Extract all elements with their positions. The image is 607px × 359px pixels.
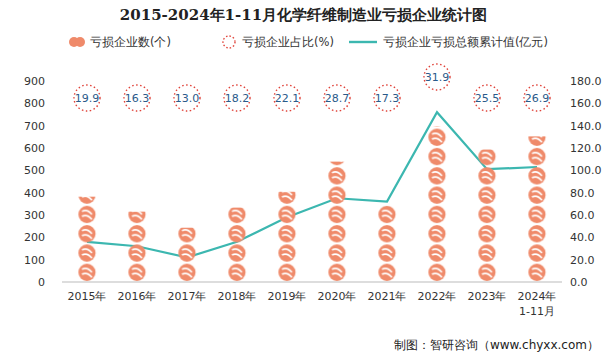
percent-label: 26.9	[525, 92, 550, 105]
percent-circle	[524, 85, 550, 111]
chart: 2015-2024年1-11月化学纤维制造业亏损企业统计图 0 100 200 300 4…	[0, 0, 607, 359]
percent-circle	[124, 85, 150, 111]
x-tick-label-line: 2018年	[218, 290, 257, 303]
x-tick-label: 2020年	[318, 290, 357, 303]
y2-tick-label: 0.0	[570, 276, 588, 289]
percent-label: 18.2	[225, 92, 250, 105]
y-tick-label: 0	[38, 276, 45, 289]
x-tick-label-line: 2024年	[518, 290, 557, 303]
x-tick-label: 2019年	[268, 290, 307, 303]
title: 2015-2024年1-11月化学纤维制造业亏损企业统计图	[120, 6, 487, 24]
percent-circle	[474, 85, 500, 111]
legend-swatch	[75, 37, 85, 47]
line	[87, 112, 537, 257]
x-tick-label-line: 2023年	[468, 290, 507, 303]
x-tick-label: 2018年	[218, 290, 257, 303]
legend-label: 亏损企业占比(%)	[242, 35, 334, 49]
bar	[427, 126, 447, 282]
x-tick-label-line: 2022年	[418, 290, 457, 303]
y2-tick-label: 180.0	[570, 75, 602, 88]
x-tick-label: 2016年	[118, 290, 157, 303]
y-tick-label: 400	[24, 187, 45, 200]
y-tick-label: 500	[24, 164, 45, 177]
bar	[127, 212, 147, 282]
x-tick-label-line: 1-11月	[519, 305, 555, 318]
percent-label: 19.9	[75, 92, 100, 105]
percent-label: 22.1	[275, 92, 300, 105]
legend-label: 亏损企业数(个)	[90, 35, 171, 49]
x-tick-label-line: 2017年	[168, 290, 207, 303]
percent-circle	[224, 85, 250, 111]
bar	[277, 192, 297, 282]
x-tick-label-line: 2015年	[68, 290, 107, 303]
x-tick-label-line: 2019年	[268, 290, 307, 303]
y2-tick-label: 40.0	[570, 231, 595, 244]
y-tick-label: 600	[24, 142, 45, 155]
y-tick-label: 700	[24, 120, 45, 133]
y2-tick-label: 100.0	[570, 164, 602, 177]
y2-tick-label: 160.0	[570, 97, 602, 110]
y-tick-label: 900	[24, 75, 45, 88]
x-tick-label: 2015年	[68, 290, 107, 303]
x-tick-label-line: 2021年	[368, 290, 407, 303]
percent-label: 16.3	[125, 92, 150, 105]
y-tick-label: 300	[24, 209, 45, 222]
percent-circle	[324, 85, 350, 111]
bar	[327, 162, 347, 282]
percent-label: 25.5	[475, 92, 500, 105]
source-note: 制图：智研咨询（www.chyxx.com）	[394, 338, 599, 352]
legend-swatch	[223, 36, 235, 48]
y2-tick-label: 120.0	[570, 142, 602, 155]
y2-tick-label: 80.0	[570, 187, 595, 200]
legend-label: 亏损企业亏损总额累计值(亿元)	[383, 35, 548, 49]
bar	[77, 197, 97, 282]
x-tick-label: 2021年	[368, 290, 407, 303]
bar	[177, 228, 197, 282]
y-tick-label: 800	[24, 97, 45, 110]
x-tick-label: 2022年	[418, 290, 457, 303]
x-tick-label-line: 2020年	[318, 290, 357, 303]
x-tick-label: 2024年 1-11月	[518, 290, 557, 318]
x-tick-label: 2023年	[468, 290, 507, 303]
percent-label: 17.3	[375, 92, 400, 105]
y2-tick-label: 140.0	[570, 120, 602, 133]
y-tick-label: 200	[24, 231, 45, 244]
percent-circle	[374, 85, 400, 111]
x-tick-label: 2017年	[168, 290, 207, 303]
legend-swatch	[349, 41, 377, 43]
bar	[377, 206, 397, 282]
percent-circle	[74, 85, 100, 111]
y2-tick-label: 60.0	[570, 209, 595, 222]
percent-circle	[424, 64, 450, 90]
plot	[87, 112, 537, 257]
percent-circle	[274, 85, 300, 111]
percent-label: 31.9	[425, 71, 450, 84]
bar	[527, 136, 547, 282]
percent-label: 28.7	[325, 92, 350, 105]
y-tick-label: 100	[24, 254, 45, 267]
percent-label: 13.0	[175, 92, 200, 105]
x-tick-label-line: 2016年	[118, 290, 157, 303]
percent-circle	[174, 85, 200, 111]
bar	[227, 208, 247, 282]
bar	[477, 150, 497, 282]
y2-tick-label: 20.0	[570, 254, 595, 267]
